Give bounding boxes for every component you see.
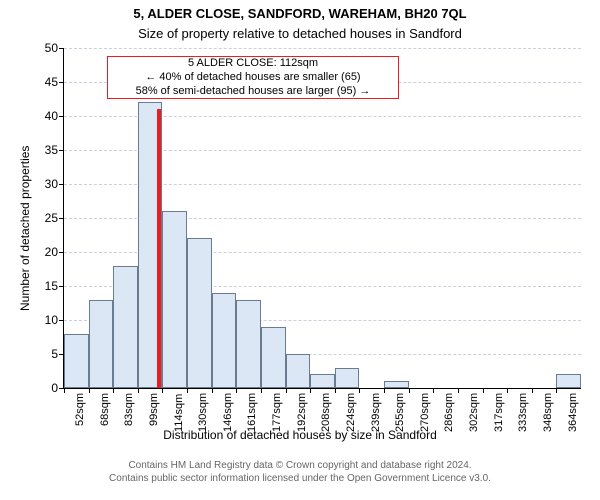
x-tick-label: 286sqm	[437, 393, 455, 432]
x-tick-mark	[310, 388, 311, 393]
histogram-bar	[89, 300, 114, 388]
y-tick-label: 0	[51, 381, 64, 395]
annotation-line-3: 58% of semi-detached houses are larger (…	[108, 85, 398, 99]
footer-attribution: Contains HM Land Registry data © Crown c…	[0, 460, 600, 485]
chart-title-subtitle: Size of property relative to detached ho…	[0, 26, 600, 41]
x-tick-mark	[483, 388, 484, 393]
x-tick-label: 239sqm	[364, 393, 382, 432]
x-tick-label: 68sqm	[93, 393, 111, 426]
y-tick-label: 35	[45, 143, 64, 157]
highlight-marker	[157, 109, 161, 388]
x-tick-label: 114sqm	[167, 394, 185, 432]
y-tick-label: 45	[45, 75, 64, 89]
histogram-bar	[162, 211, 187, 388]
x-tick-mark	[212, 388, 213, 393]
footer-line-1: Contains HM Land Registry data © Crown c…	[0, 460, 600, 473]
x-tick-label: 52sqm	[68, 393, 86, 426]
x-tick-label: 364sqm	[561, 393, 579, 432]
x-tick-mark	[359, 388, 360, 393]
x-tick-label: 317sqm	[487, 393, 505, 432]
x-tick-mark	[532, 388, 533, 393]
y-tick-label: 15	[45, 279, 64, 293]
x-tick-mark	[261, 388, 262, 393]
x-tick-mark	[138, 388, 139, 393]
histogram-bar	[310, 374, 335, 388]
histogram-bar	[212, 293, 237, 388]
histogram-bar	[261, 327, 286, 388]
y-tick-label: 10	[45, 313, 64, 327]
x-tick-label: 208sqm	[314, 393, 332, 432]
x-tick-mark	[162, 388, 163, 393]
annotation-line-1: 5 ALDER CLOSE: 112sqm	[108, 57, 398, 71]
x-axis-label: Distribution of detached houses by size …	[0, 428, 600, 442]
annotation-box: 5 ALDER CLOSE: 112sqm ← 40% of detached …	[107, 56, 399, 99]
histogram-bar	[236, 300, 261, 388]
x-tick-mark	[384, 388, 385, 393]
x-tick-label: 83sqm	[117, 393, 135, 426]
x-tick-label: 146sqm	[216, 393, 234, 432]
x-tick-label: 192sqm	[290, 393, 308, 432]
y-tick-label: 20	[45, 245, 64, 259]
x-tick-mark	[187, 388, 188, 393]
x-tick-label: 130sqm	[191, 393, 209, 432]
histogram-bar	[64, 334, 89, 388]
footer-line-2: Contains public sector information licen…	[0, 473, 600, 486]
histogram-bar	[286, 354, 311, 388]
x-tick-label: 255sqm	[388, 393, 406, 432]
y-tick-label: 25	[45, 211, 64, 225]
x-tick-mark	[458, 388, 459, 393]
x-tick-mark	[64, 388, 65, 393]
x-tick-mark	[236, 388, 237, 393]
x-tick-mark	[113, 388, 114, 393]
histogram-bar	[384, 381, 409, 388]
x-tick-mark	[89, 388, 90, 393]
chart-title-address: 5, ALDER CLOSE, SANDFORD, WAREHAM, BH20 …	[0, 6, 600, 21]
histogram-bar	[187, 238, 212, 388]
annotation-line-2: ← 40% of detached houses are smaller (65…	[108, 71, 398, 85]
y-tick-label: 50	[45, 41, 64, 55]
y-axis-label: Number of detached properties	[18, 146, 32, 311]
x-tick-label: 348sqm	[536, 393, 554, 432]
y-tick-label: 40	[45, 109, 64, 123]
x-tick-label: 302sqm	[462, 393, 480, 432]
x-tick-mark	[433, 388, 434, 393]
x-tick-label: 224sqm	[339, 393, 357, 432]
x-tick-mark	[335, 388, 336, 393]
histogram-bar	[335, 368, 360, 388]
x-tick-label: 99sqm	[142, 393, 160, 426]
x-tick-mark	[409, 388, 410, 393]
x-tick-mark	[556, 388, 557, 393]
plot-area: 0510152025303540455052sqm68sqm83sqm99sqm…	[63, 48, 581, 389]
x-tick-label: 270sqm	[413, 393, 431, 432]
histogram-bar	[113, 266, 138, 388]
x-tick-label: 161sqm	[240, 393, 258, 432]
x-tick-mark	[286, 388, 287, 393]
x-tick-mark	[507, 388, 508, 393]
histogram-bar	[556, 374, 581, 388]
x-tick-label: 333sqm	[511, 393, 529, 432]
y-tick-label: 30	[45, 177, 64, 191]
grid-line	[64, 48, 581, 49]
x-tick-label: 177sqm	[265, 393, 283, 432]
y-tick-label: 5	[51, 347, 64, 361]
chart-container: 5, ALDER CLOSE, SANDFORD, WAREHAM, BH20 …	[0, 0, 600, 500]
